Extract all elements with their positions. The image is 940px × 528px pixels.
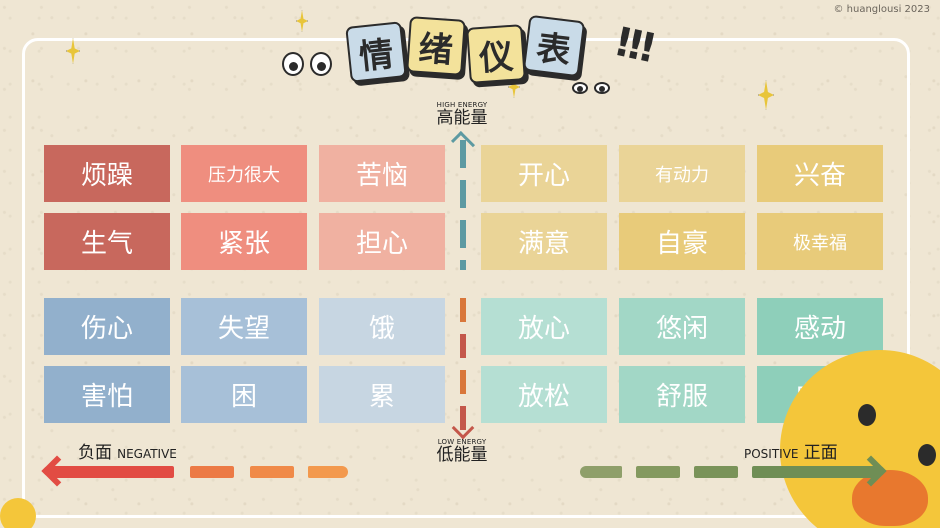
negative-label: 负面 NEGATIVE (78, 438, 177, 463)
high-energy-zh: 高能量 (420, 109, 504, 128)
positive-label: POSITIVE 正面 (744, 438, 838, 463)
title-tile: 仪 (466, 24, 526, 84)
emotion-cell: 失望 (181, 298, 307, 355)
low-energy-axis (460, 298, 466, 430)
emotion-cell: 有动力 (619, 145, 745, 202)
negative-zh: 负面 (78, 443, 112, 463)
emotion-cell: 舒服 (619, 366, 745, 423)
negative-axis-dash (308, 466, 348, 478)
negative-axis-dash (190, 466, 234, 478)
emotion-cell: 兴奋 (757, 145, 883, 202)
copyright-text: © huanglousi 2023 (833, 4, 930, 15)
positive-axis-dash (694, 466, 738, 478)
positive-zh: 正面 (804, 443, 838, 463)
emotion-cell: 担心 (319, 213, 445, 270)
emotion-cell: 开心 (481, 145, 607, 202)
emotion-cell: 生气 (44, 213, 170, 270)
emotion-cell: 困 (181, 366, 307, 423)
emotion-cell: 极幸福 (757, 213, 883, 270)
emotion-cell: 害怕 (44, 366, 170, 423)
emotion-cell: 累 (319, 366, 445, 423)
emotion-cell: 紧张 (181, 213, 307, 270)
negative-en: NEGATIVE (117, 447, 177, 461)
emotion-cell: 满意 (481, 213, 607, 270)
emotion-cell: 苦恼 (319, 145, 445, 202)
duck-eye-icon (918, 444, 936, 466)
sparkle-icon (66, 38, 80, 64)
title-tile: 绪 (406, 16, 466, 76)
page-title: 情 绪 仪 表 (340, 12, 600, 82)
positive-axis-dash (636, 466, 680, 478)
emotion-cell: 烦躁 (44, 145, 170, 202)
emotion-cell: 感动 (757, 298, 883, 355)
low-energy-label: LOW ENERGY 低能量 (420, 438, 504, 465)
emotion-cell: 伤心 (44, 298, 170, 355)
negative-axis-dash (250, 466, 294, 478)
sparkle-icon (296, 10, 308, 32)
sparkle-icon (758, 80, 774, 110)
cartoon-eyes-icon (572, 82, 622, 98)
title-tile: 情 (345, 21, 407, 83)
emotion-cell: 放心 (481, 298, 607, 355)
duck-face-icon (0, 498, 36, 528)
title-tile: 表 (523, 15, 585, 77)
high-energy-axis (460, 140, 466, 270)
emotion-cell: 自豪 (619, 213, 745, 270)
emotion-cell: 悠闲 (619, 298, 745, 355)
emotion-cell: 放松 (481, 366, 607, 423)
high-energy-label: HIGH ENERGY 高能量 (420, 101, 504, 128)
emotion-cell: 饿 (319, 298, 445, 355)
cartoon-eyes-icon (282, 52, 338, 78)
positive-axis-dash (580, 466, 622, 478)
negative-axis-dash (48, 466, 174, 478)
low-energy-zh: 低能量 (420, 446, 504, 465)
duck-eye-icon (858, 404, 876, 426)
emotion-cell: 压力很大 (181, 145, 307, 202)
positive-en: POSITIVE (744, 447, 799, 461)
